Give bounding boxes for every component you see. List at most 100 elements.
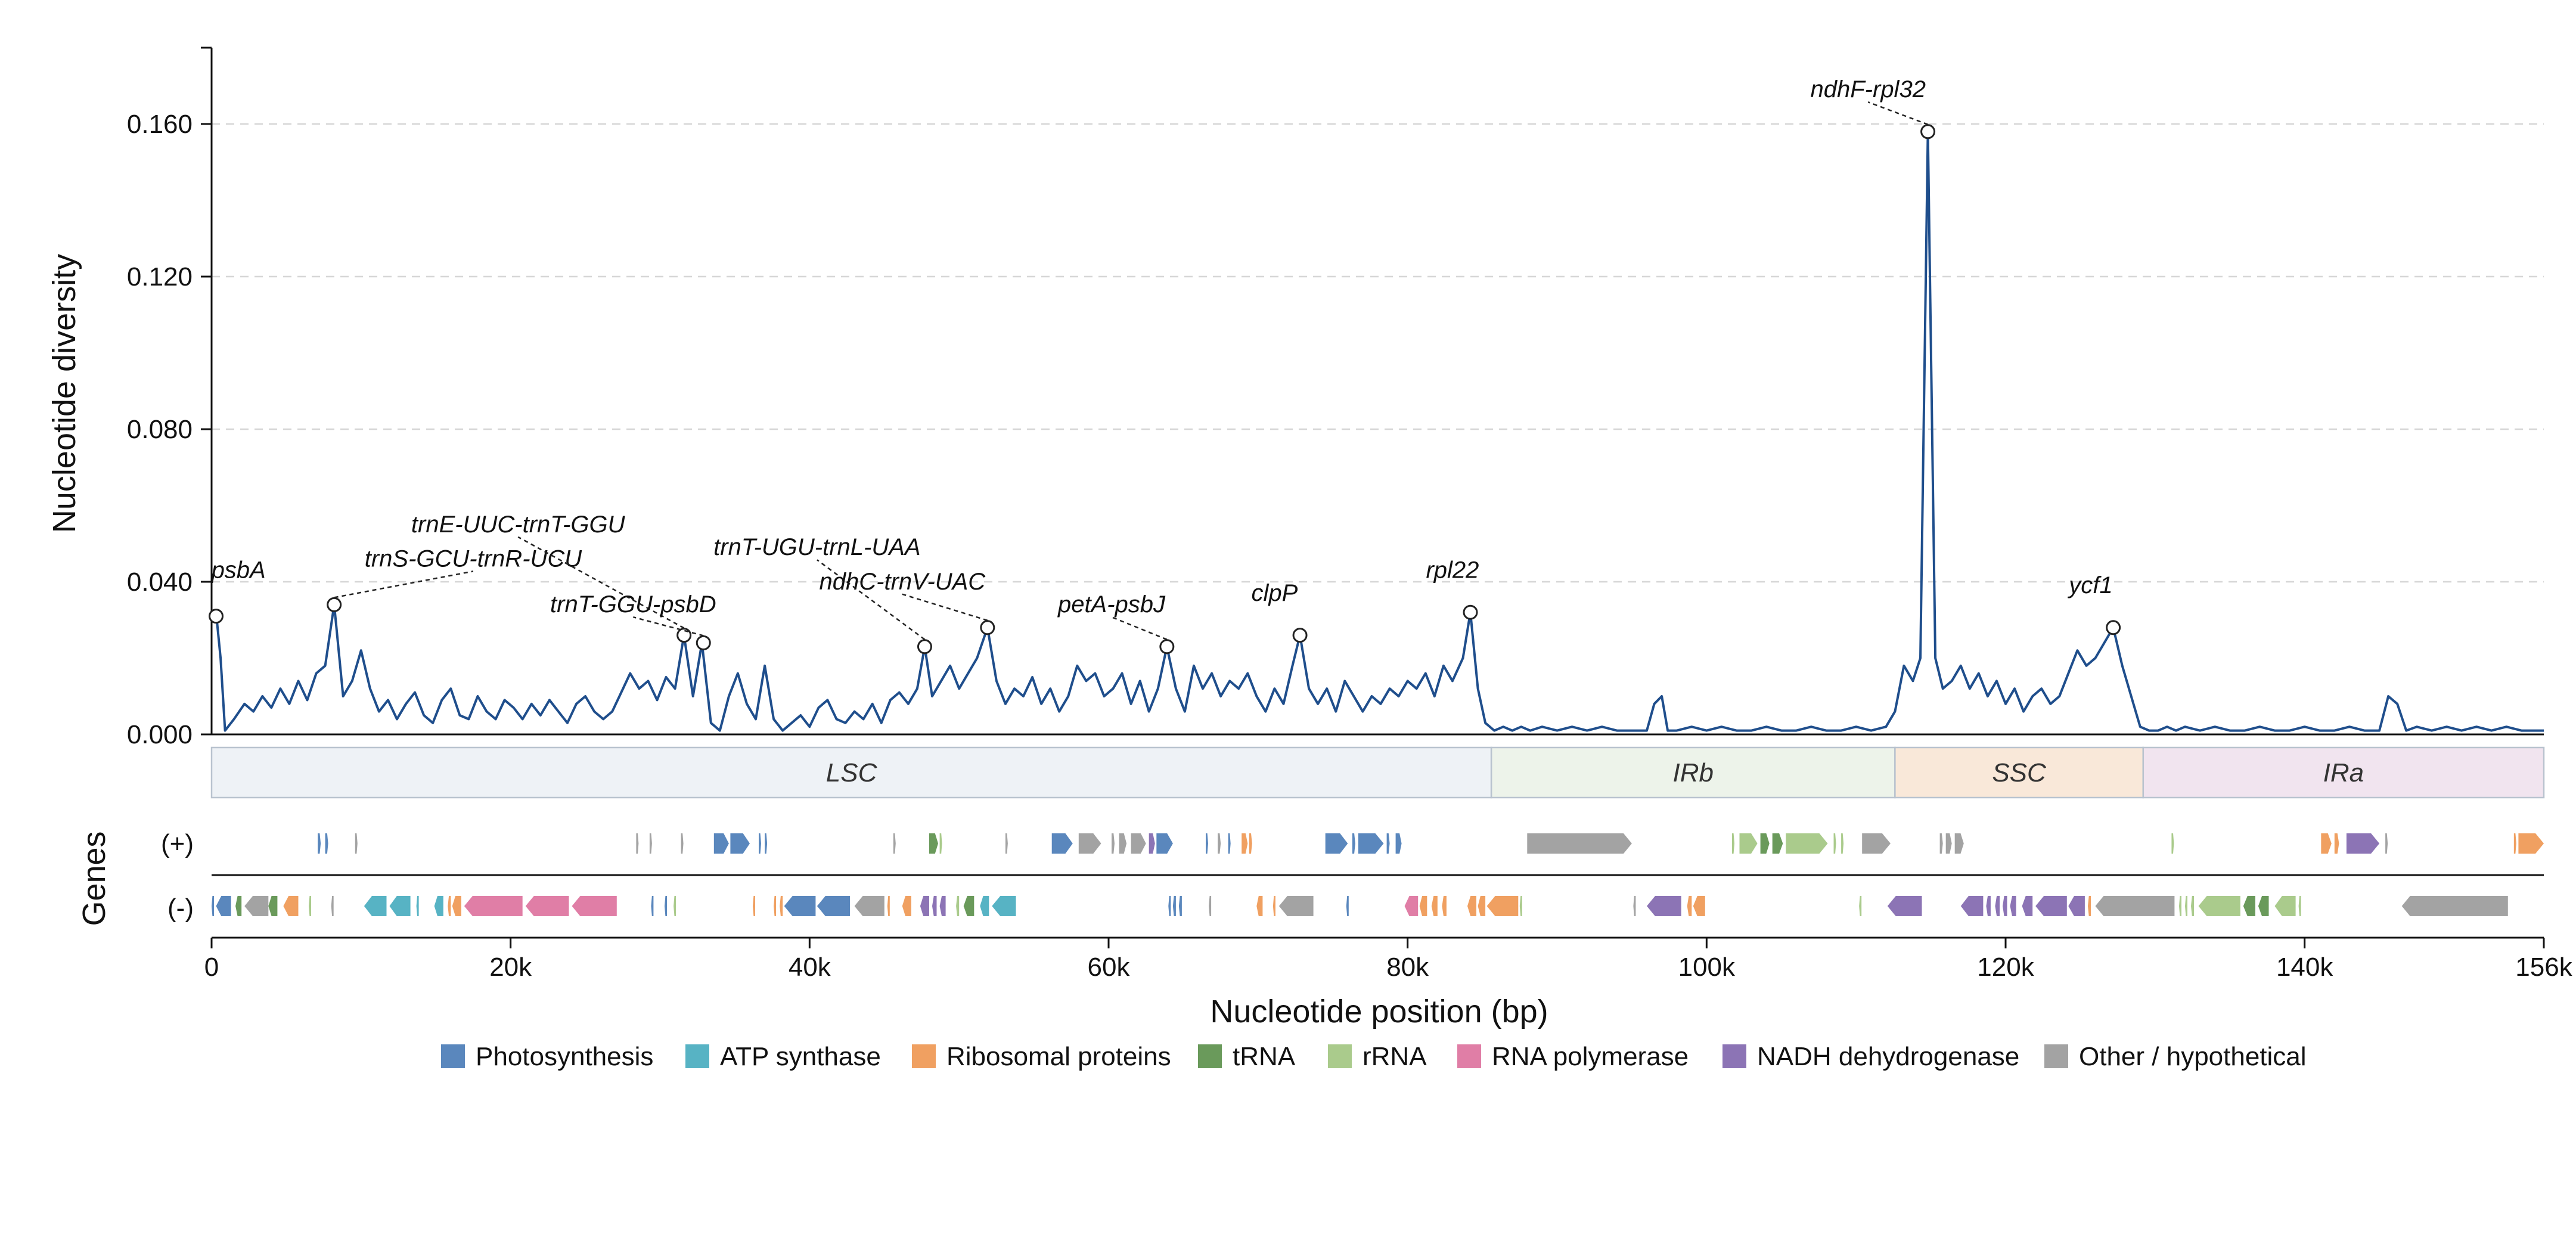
gene-plus (1352, 833, 1355, 854)
gene-plus (1051, 833, 1073, 854)
gene-minus (887, 896, 890, 916)
gene-plus (1841, 833, 1844, 854)
peak-label: petA-psbJ (1057, 591, 1166, 618)
y-tick-label: 0.160 (127, 110, 193, 139)
gene-plus (649, 833, 652, 854)
legend-label: ATP synthase (720, 1042, 881, 1071)
region-band (1490, 746, 1896, 799)
gene-plus (355, 833, 358, 854)
legend-swatch (2044, 1044, 2068, 1068)
gene-minus (2179, 896, 2181, 916)
gene-minus (956, 896, 960, 916)
gene-minus (1693, 896, 1705, 916)
gene-minus (753, 896, 755, 916)
gene-minus (1486, 896, 1519, 916)
gene-minus (283, 896, 299, 916)
gene-minus (1478, 896, 1486, 916)
gene-plus (1242, 833, 1248, 854)
gene-minus (448, 896, 451, 916)
peak-leader (1867, 101, 1929, 125)
peak-leader (334, 570, 474, 598)
legend-label: Ribosomal proteins (946, 1042, 1171, 1071)
gene-minus (416, 896, 419, 916)
gene-plus (2171, 833, 2174, 854)
gene-minus (2088, 896, 2091, 916)
peak-label: clpP (1252, 580, 1298, 606)
region-band (2142, 746, 2545, 799)
gene-minus (774, 896, 777, 916)
gene-minus (1419, 896, 1427, 916)
diversity-line (210, 130, 2544, 732)
gene-minus (665, 896, 667, 916)
gene-plus (1760, 833, 1770, 854)
gene-minus (1404, 896, 1419, 916)
y-tick-label: 0.000 (127, 720, 193, 749)
gene-minus (1647, 896, 1681, 916)
gene-minus (2022, 896, 2033, 916)
gene-minus (2068, 896, 2085, 916)
gene-minus (1887, 896, 1922, 916)
gene-plus (1119, 833, 1127, 854)
gene-minus (452, 896, 461, 916)
gene-plus (1732, 833, 1734, 854)
gene-plus (636, 833, 639, 854)
x-tick-label: 20k (489, 953, 532, 982)
gene-plus (2518, 833, 2544, 854)
region-band (210, 746, 1492, 799)
peak-marker (917, 639, 932, 655)
peak-label: trnE-UUC-trnT-GGU (411, 511, 626, 538)
gene-minus (464, 896, 523, 916)
gene-plus (1527, 833, 1632, 854)
gene-plus (1945, 833, 1952, 854)
gene-minus (309, 896, 311, 916)
region-label: IRb (1673, 758, 1714, 787)
gene-plus (1218, 833, 1221, 854)
legend-label: tRNA (1233, 1042, 1296, 1071)
gene-plus (1833, 833, 1836, 854)
gene-plus (759, 833, 761, 854)
gene-plus (1395, 833, 1402, 854)
gene-minus (1431, 896, 1438, 916)
gene-minus (2010, 896, 2016, 916)
x-axis: 0 20k 40k 60k 80k 100k 120k 140k 156k (204, 936, 2573, 982)
peak-label: ndhF-rpl32 (1811, 76, 1926, 103)
gene-minus (651, 896, 654, 916)
gene-minus (2003, 896, 2007, 916)
x-axis-title: Nucleotide position (bp) (1210, 994, 1548, 1029)
legend-label: NADH dehydrogenase (1757, 1042, 2019, 1071)
gene-minus (2191, 896, 2194, 916)
peak-leader (817, 559, 926, 640)
gene-minus (364, 896, 387, 916)
gene-plus (1386, 833, 1390, 854)
peak-label: ycf1 (2067, 572, 2112, 598)
gene-plus (1325, 833, 1348, 854)
gene-plus (765, 833, 768, 854)
peak-marker (980, 620, 995, 635)
peak-marker (1159, 639, 1175, 655)
legend-label: Photosynthesis (476, 1042, 653, 1071)
peak-marker (2106, 620, 2121, 635)
gene-plus (318, 833, 321, 854)
gene-minus (1995, 896, 2000, 916)
gene-minus (784, 896, 816, 916)
axes: 0.000 0.040 0.080 0.120 0.160 (127, 46, 2544, 749)
gene-minus (1687, 896, 1692, 916)
gene-plus (2334, 833, 2339, 854)
gene-minus (902, 896, 911, 916)
gene-minus (212, 896, 214, 916)
gene-minus (1859, 896, 1862, 916)
y-tick-label: 0.080 (127, 415, 193, 444)
gene-minus (780, 896, 783, 916)
gene-plus (2385, 833, 2388, 854)
peak-label: trnT-UGU-trnL-UAA (713, 534, 920, 560)
x-tick-label: 156k (2515, 953, 2572, 982)
gene-minus (1172, 896, 1176, 916)
x-tick-label: 120k (1977, 953, 2034, 982)
region-label: SSC (1992, 758, 2047, 787)
gene-plus (1112, 833, 1115, 854)
peak-label: trnT-GGU-psbD (550, 591, 716, 618)
gene-minus (389, 896, 411, 916)
peak-label: psbA (211, 557, 266, 584)
legend-swatch (1328, 1044, 1352, 1068)
gene-minus (1467, 896, 1476, 916)
